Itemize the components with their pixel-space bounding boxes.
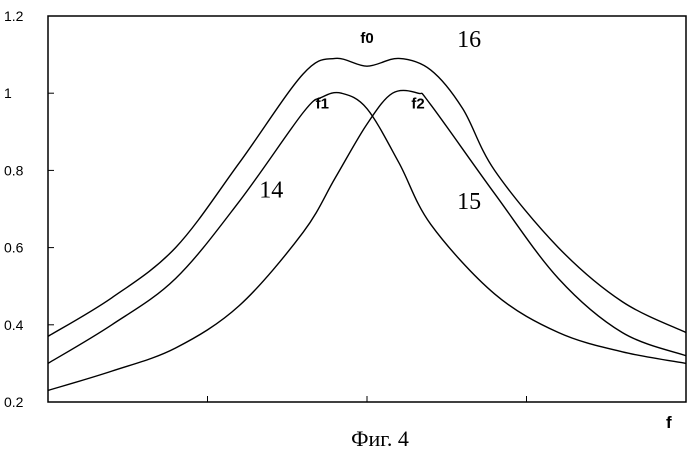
y-tick-label: 1 [4, 85, 12, 101]
curves [48, 58, 686, 390]
curve-15 [48, 90, 686, 390]
peak-label-f2: f2 [411, 96, 424, 113]
y-tick-label: 0.8 [4, 162, 24, 178]
y-tick-label: 1.2 [4, 8, 24, 24]
y-tick-label: 0.6 [4, 240, 24, 256]
curve-16 [48, 58, 686, 336]
curve-label-14: 14 [259, 177, 283, 203]
x-axis-ticks [208, 396, 527, 402]
x-axis-label: f [666, 413, 672, 432]
y-tick-label: 0.4 [4, 317, 24, 333]
annotations: f0 f1 f2 16 14 15 [259, 27, 481, 215]
y-axis-labels: 0.2 0.4 0.6 0.8 1 1.2 [4, 8, 54, 410]
curve-14 [48, 93, 686, 364]
peak-label-f0: f0 [360, 30, 373, 47]
peak-label-f1: f1 [316, 96, 329, 113]
curve-label-15: 15 [457, 189, 481, 215]
curve-label-16: 16 [457, 27, 481, 53]
y-tick-label: 0.2 [4, 394, 24, 410]
figure-caption: Фиг. 4 [351, 426, 409, 451]
